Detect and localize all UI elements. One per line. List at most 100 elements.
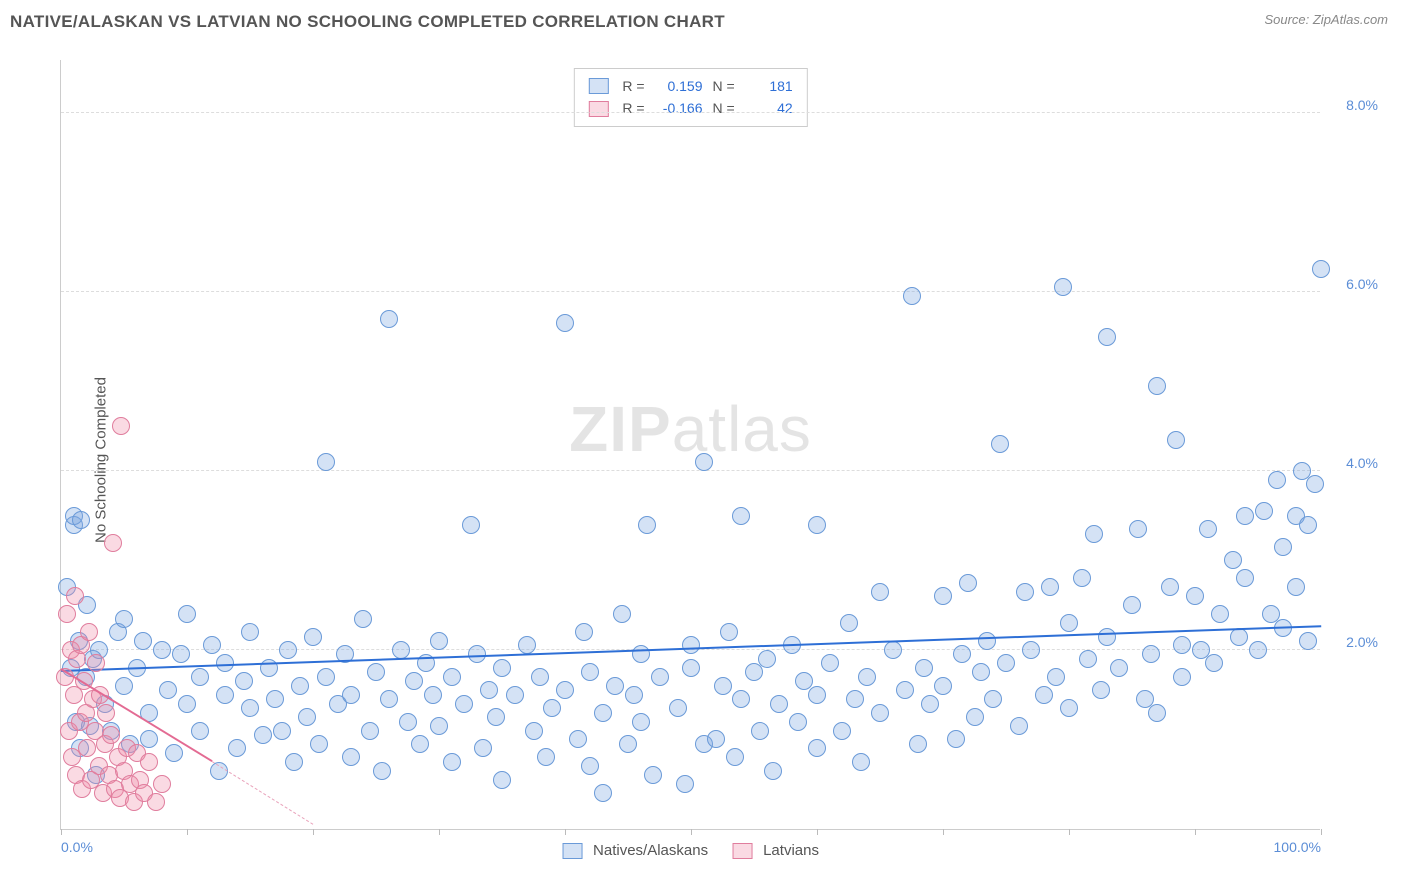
scatter-point	[531, 668, 549, 686]
scatter-point	[191, 668, 209, 686]
y-tick-label: 8.0%	[1346, 97, 1378, 113]
scatter-point	[669, 699, 687, 717]
x-tick	[943, 829, 944, 835]
scatter-point	[112, 417, 130, 435]
scatter-point	[606, 677, 624, 695]
scatter-point	[172, 645, 190, 663]
scatter-point	[87, 654, 105, 672]
scatter-point	[462, 516, 480, 534]
gridline	[61, 291, 1320, 292]
scatter-point	[1299, 632, 1317, 650]
scatter-point	[216, 686, 234, 704]
scatter-point	[808, 516, 826, 534]
scatter-point	[1142, 645, 1160, 663]
scatter-point	[858, 668, 876, 686]
scatter-point	[228, 739, 246, 757]
gridline	[61, 112, 1320, 113]
n-label: N =	[713, 97, 735, 119]
r-value: 0.159	[655, 75, 703, 97]
scatter-point	[1173, 636, 1191, 654]
scatter-point	[720, 623, 738, 641]
scatter-point	[191, 722, 209, 740]
scatter-point	[474, 739, 492, 757]
x-tick	[817, 829, 818, 835]
scatter-point	[153, 775, 171, 793]
scatter-point	[291, 677, 309, 695]
scatter-point	[1098, 628, 1116, 646]
scatter-point	[1249, 641, 1267, 659]
scatter-point	[556, 681, 574, 699]
scatter-point	[896, 681, 914, 699]
scatter-point	[1035, 686, 1053, 704]
scatter-point	[235, 672, 253, 690]
scatter-point	[915, 659, 933, 677]
scatter-point	[1123, 596, 1141, 614]
scatter-point	[953, 645, 971, 663]
scatter-point	[1041, 578, 1059, 596]
x-tick-label: 100.0%	[1274, 839, 1321, 855]
x-tick	[439, 829, 440, 835]
scatter-point	[443, 753, 461, 771]
scatter-point	[695, 453, 713, 471]
chart-title: NATIVE/ALASKAN VS LATVIAN NO SCHOOLING C…	[10, 12, 725, 32]
scatter-point	[997, 654, 1015, 672]
scatter-point	[285, 753, 303, 771]
scatter-point	[972, 663, 990, 681]
scatter-point	[134, 632, 152, 650]
scatter-point	[556, 314, 574, 332]
scatter-point	[959, 574, 977, 592]
scatter-point	[380, 690, 398, 708]
legend-item: Natives/Alaskans	[562, 842, 708, 859]
scatter-point	[443, 668, 461, 686]
scatter-point	[1085, 525, 1103, 543]
scatter-point	[1079, 650, 1097, 668]
scatter-point	[1022, 641, 1040, 659]
x-tick	[187, 829, 188, 835]
scatter-point	[764, 762, 782, 780]
scatter-point	[241, 699, 259, 717]
scatter-point	[1211, 605, 1229, 623]
scatter-point	[594, 704, 612, 722]
scatter-point	[518, 636, 536, 654]
legend-item: Latvians	[732, 842, 819, 859]
scatter-point	[625, 686, 643, 704]
scatter-point	[594, 784, 612, 802]
scatter-point	[884, 641, 902, 659]
scatter-point	[638, 516, 656, 534]
scatter-point	[651, 668, 669, 686]
scatter-point	[770, 695, 788, 713]
gridline	[61, 470, 1320, 471]
scatter-point	[808, 739, 826, 757]
n-value: 181	[745, 75, 793, 97]
scatter-point	[58, 605, 76, 623]
scatter-point	[153, 641, 171, 659]
scatter-point	[1060, 699, 1078, 717]
r-label: R =	[622, 97, 644, 119]
scatter-point	[1092, 681, 1110, 699]
scatter-point	[1129, 520, 1147, 538]
scatter-point	[80, 623, 98, 641]
scatter-point	[430, 717, 448, 735]
legend-swatch	[588, 78, 608, 94]
scatter-point	[317, 668, 335, 686]
scatter-point	[619, 735, 637, 753]
scatter-point	[1312, 260, 1330, 278]
scatter-point	[821, 654, 839, 672]
scatter-point	[273, 722, 291, 740]
scatter-point	[732, 690, 750, 708]
scatter-point	[569, 730, 587, 748]
scatter-point	[789, 713, 807, 731]
stats-box: R =0.159N =181R =-0.166N =42	[573, 68, 807, 127]
plot-area: ZIPatlas R =0.159N =181R =-0.166N =42 Na…	[60, 60, 1320, 830]
scatter-point	[934, 677, 952, 695]
trend-line	[212, 761, 313, 825]
scatter-point	[104, 534, 122, 552]
scatter-point	[581, 663, 599, 681]
scatter-point	[1299, 516, 1317, 534]
scatter-point	[903, 287, 921, 305]
scatter-point	[373, 762, 391, 780]
scatter-point	[399, 713, 417, 731]
scatter-point	[424, 686, 442, 704]
scatter-point	[852, 753, 870, 771]
scatter-point	[632, 645, 650, 663]
